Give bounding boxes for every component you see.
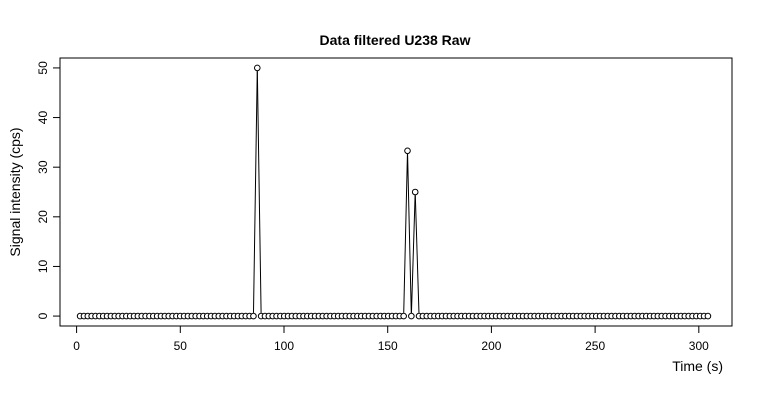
plot-frame — [59, 57, 733, 327]
series-segment — [414, 195, 420, 313]
y-axis-label: Signal intensity (cps) — [7, 127, 23, 256]
data-point — [404, 147, 411, 155]
data-point — [704, 312, 712, 320]
series-segment — [256, 71, 262, 313]
series-segment — [252, 71, 258, 313]
x-tick-label: 300 — [689, 339, 709, 353]
y-tick-label: 40 — [36, 111, 50, 125]
y-tick-label: 50 — [36, 61, 50, 75]
x-tick-label: 200 — [481, 339, 501, 353]
y-tick-label: 30 — [36, 160, 50, 174]
x-tick-label: 250 — [585, 339, 605, 353]
y-tick-label: 10 — [36, 259, 50, 273]
data-point — [250, 312, 257, 320]
chart-title: Data filtered U238 Raw — [320, 32, 471, 48]
x-tick-label: 50 — [174, 339, 188, 353]
series-segment — [410, 195, 416, 313]
data-point — [253, 64, 261, 72]
y-ticks: 0 10 20 30 40 50 — [36, 61, 60, 319]
data-point — [411, 188, 419, 196]
series-segment — [407, 153, 412, 313]
x-tick-label: 0 — [73, 339, 80, 353]
x-tick-label: 100 — [274, 339, 294, 353]
y-tick-label: 20 — [36, 210, 50, 224]
plot-area — [76, 64, 712, 320]
data-point — [400, 312, 407, 320]
series-segment — [403, 153, 408, 313]
x-axis-label: Time (s) — [672, 358, 723, 374]
data-point — [408, 312, 415, 320]
x-ticks: 0 50 100 150 200 250 300 — [73, 326, 709, 353]
x-tick-label: 150 — [378, 339, 398, 353]
y-tick-label: 0 — [36, 312, 50, 319]
